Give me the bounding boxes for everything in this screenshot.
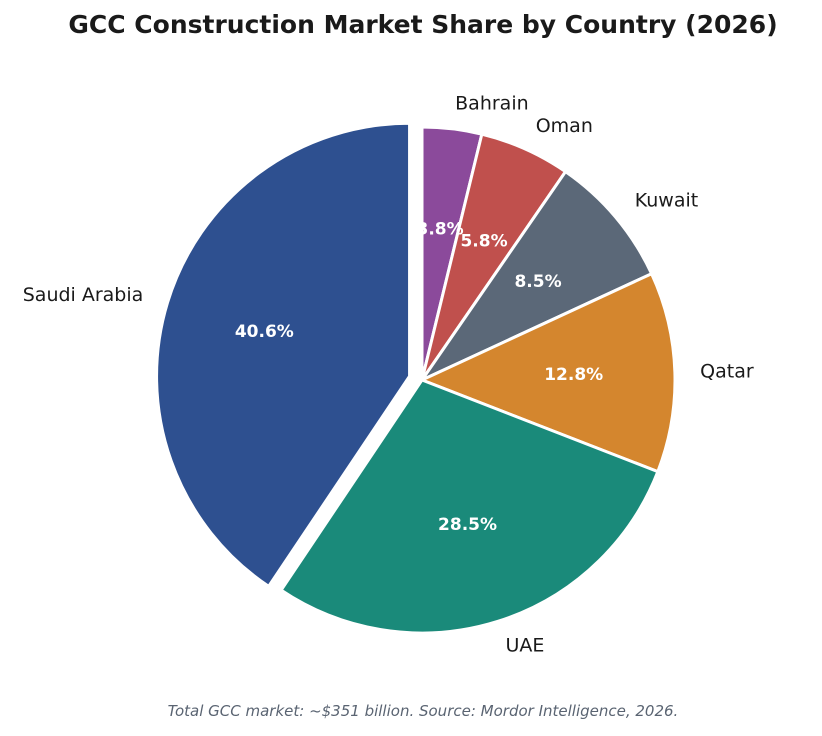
category-label-bahrain: Bahrain [455, 93, 529, 115]
percent-label-uae: 28.5% [438, 515, 497, 535]
percent-label-oman: 5.8% [460, 231, 507, 251]
pie-slices [155, 121, 677, 635]
percent-labels: 3.8%5.8% 8.5% 12.8% 28.5% 40.6% [235, 219, 603, 535]
percent-label-saudi-arabia: 40.6% [235, 322, 294, 342]
pie-slice-kuwait [420, 170, 654, 382]
category-label-kuwait: Kuwait [635, 190, 698, 212]
pie-slice-saudi-arabia [155, 121, 412, 588]
percent-label-qatar: 12.8% [544, 365, 603, 385]
category-label-uae: UAE [506, 634, 545, 656]
category-label-oman: Oman [536, 115, 593, 137]
category-labels: Bahrain Oman Kuwait Qatar UAE Saudi Arabia [23, 93, 754, 657]
percent-label-bahrain: 3.8% [417, 219, 464, 239]
pie-slice-qatar [420, 272, 677, 474]
percent-label-kuwait: 8.5% [514, 272, 561, 292]
source-footnote: Total GCC market: ~$351 billion. Source:… [167, 702, 679, 720]
category-label-saudi-arabia: Saudi Arabia [23, 284, 144, 306]
category-label-qatar: Qatar [700, 360, 754, 382]
chart-title: GCC Construction Market Share by Country… [68, 10, 778, 39]
pie-slice-uae [279, 378, 660, 635]
